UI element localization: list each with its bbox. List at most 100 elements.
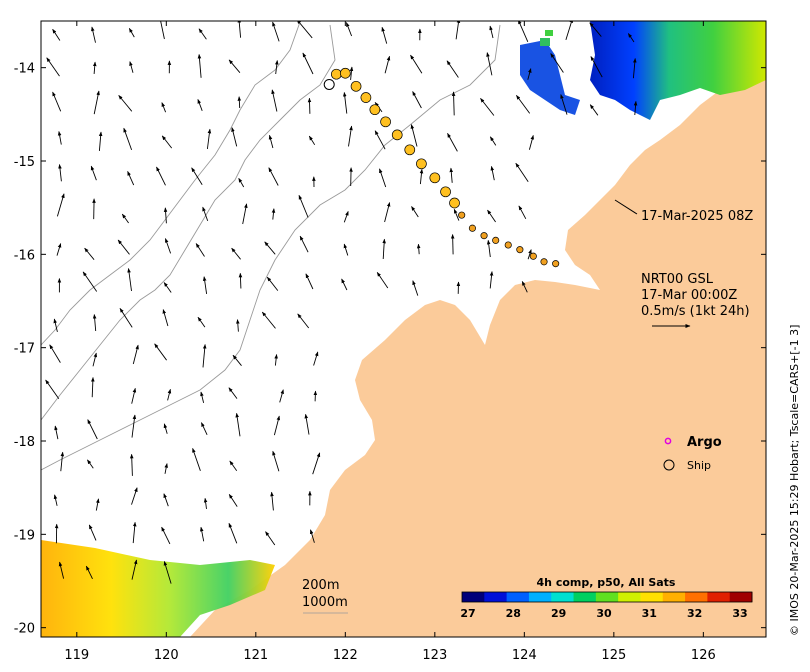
current-vector [118, 95, 133, 112]
current-vector [305, 273, 314, 290]
product-time: 17-Mar 00:00Z [641, 288, 737, 303]
current-vector [45, 379, 60, 400]
vector-scale-label: 0.5m/s (1kt 24h) [641, 304, 750, 319]
current-vector [192, 447, 201, 471]
colorbar-swatch [618, 592, 641, 602]
colorbar-swatch [729, 592, 753, 602]
current-vector [447, 133, 458, 152]
current-vector [489, 136, 497, 146]
colorbar-tick-label: 28 [506, 607, 521, 620]
current-vector [228, 59, 241, 73]
current-vector [199, 526, 205, 542]
current-vector [52, 91, 62, 112]
current-vector [197, 53, 202, 78]
current-vector [343, 243, 349, 256]
current-vector [93, 90, 100, 115]
current-vector [156, 166, 166, 186]
x-tick-label: 122 [333, 648, 358, 663]
current-vector [123, 127, 133, 151]
current-vector [490, 165, 495, 181]
current-vector [198, 28, 207, 40]
current-vector [163, 493, 169, 507]
colorbar-tick-label: 31 [642, 607, 657, 620]
current-vector [446, 60, 459, 78]
current-vector [480, 98, 495, 116]
current-vector [203, 497, 208, 509]
current-vector [191, 167, 203, 185]
current-vector [57, 131, 62, 145]
current-vector [231, 247, 241, 260]
current-vector [527, 68, 532, 80]
current-vector [486, 239, 491, 258]
ship-track-point [380, 116, 391, 128]
colorbar-title: 4h comp, p50, All Sats [537, 576, 676, 589]
current-vector [91, 26, 96, 43]
current-vector [131, 487, 138, 505]
current-vector [265, 531, 276, 546]
current-vector [60, 451, 65, 472]
ship-track-point [429, 172, 441, 184]
colorbar-tick-label: 33 [732, 607, 747, 620]
contour-label-200m: 200m [302, 578, 339, 593]
current-vector [589, 104, 599, 116]
ship-track-point [331, 68, 342, 80]
current-vector [161, 526, 171, 545]
product-title: NRT00 GSL [641, 272, 714, 287]
y-tick-label: -15 [14, 155, 35, 170]
axes: 119 120 121 122 123 124 125 126 -14 -15 -16 -17 -18 -… [14, 21, 766, 663]
ship-track-point [339, 67, 351, 79]
current-vector [228, 387, 238, 399]
x-tick-label: 125 [601, 648, 626, 663]
legend-ship-label: Ship [687, 459, 711, 472]
y-tick-label: -19 [14, 528, 35, 543]
current-vector [384, 202, 391, 223]
current-vector [92, 61, 97, 74]
current-vector [264, 241, 276, 255]
current-vector [527, 249, 532, 260]
colorbar-frame [461, 591, 753, 603]
current-vector [129, 61, 134, 73]
current-vector [164, 238, 172, 254]
current-vector [268, 134, 274, 149]
x-tick-label: 121 [243, 648, 268, 663]
y-tick-label: -16 [14, 248, 35, 263]
current-vector [242, 203, 248, 225]
current-vector [521, 280, 528, 293]
x-tick-label: 123 [422, 648, 447, 663]
ship-track-point [552, 260, 560, 268]
current-vector [237, 21, 242, 38]
contour-200m [41, 24, 336, 421]
current-vector [167, 388, 172, 401]
current-vector [279, 389, 284, 403]
current-vector [131, 559, 138, 580]
current-vector [261, 311, 276, 329]
current-vector [119, 308, 133, 328]
side-note: © IMOS 20-Mar-2025 15:29 Hobart; Tscale=… [788, 325, 801, 636]
colorbar-tick-label: 30 [596, 607, 612, 620]
current-vector [237, 96, 242, 109]
current-vector [309, 529, 315, 543]
ship-track-point [440, 186, 451, 198]
plot-frame [40, 20, 767, 638]
current-vector [312, 452, 321, 475]
ship-track-point [369, 104, 381, 116]
current-vector [127, 268, 132, 292]
ship-position [323, 78, 335, 90]
current-vector [53, 494, 58, 506]
current-vector [206, 128, 212, 150]
current-vector [416, 243, 421, 255]
ship-track-point [480, 232, 488, 240]
current-vector [164, 463, 168, 474]
ship-track-point [404, 144, 416, 156]
current-vector [450, 234, 455, 255]
current-vector [161, 135, 173, 149]
current-vector [376, 272, 389, 289]
current-vector [163, 560, 172, 584]
current-vector [298, 194, 309, 218]
contour-shelf [41, 24, 501, 471]
sst-patch-southwest [41, 540, 275, 637]
current-vector [87, 419, 98, 440]
current-vector [46, 57, 60, 77]
y-tick-label: -18 [14, 435, 35, 450]
current-vector [382, 238, 386, 260]
